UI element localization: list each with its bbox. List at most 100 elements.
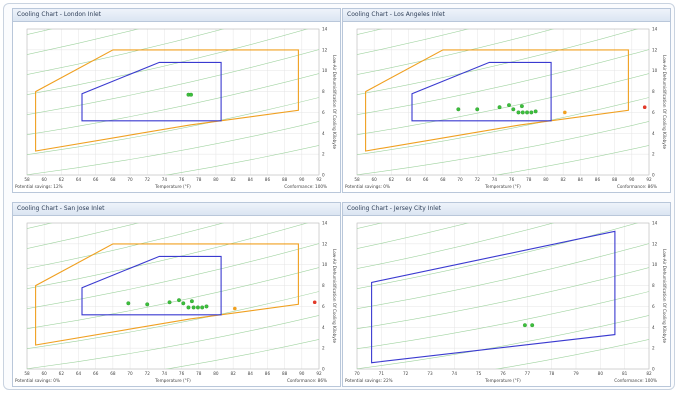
- data-point: [191, 305, 196, 310]
- humidity-curve: [357, 29, 470, 55]
- x-tick-label: 62: [59, 371, 65, 376]
- humidity-curve: [357, 29, 639, 95]
- humidity-curve: [27, 73, 319, 135]
- conformance-label: Conformance: 86%: [287, 378, 327, 383]
- data-point: [497, 105, 502, 110]
- potential-savings-label: Potential savings: 0%: [345, 184, 390, 189]
- x-tick-label: 84: [578, 177, 584, 182]
- x-tick-label: 66: [93, 371, 99, 376]
- data-point: [186, 305, 191, 310]
- x-tick-label: 72: [403, 371, 409, 376]
- y-tick-label: 4: [322, 131, 325, 136]
- data-point: [563, 110, 567, 115]
- conformance-label: Conformance: 86%: [617, 184, 657, 189]
- humidity-curve: [357, 315, 649, 369]
- x-tick-label: 86: [595, 177, 601, 182]
- data-point: [177, 298, 181, 303]
- humidity-curve: [357, 121, 649, 175]
- data-point: [167, 300, 172, 305]
- data-point: [181, 301, 186, 306]
- x-tick-label: 80: [543, 177, 549, 182]
- x-tick-label: 78: [196, 371, 202, 376]
- y-tick-label: 14: [322, 221, 328, 226]
- y-tick-label: 12: [652, 47, 658, 52]
- conformance-label: Conformance: 100%: [614, 378, 657, 383]
- x-tick-label: 76: [179, 177, 185, 182]
- allowable-zone: [365, 49, 629, 152]
- x-tick-label: 78: [526, 177, 532, 182]
- x-tick-label: 82: [230, 177, 236, 182]
- y-tick-label: 2: [652, 152, 655, 157]
- x-tick-label: 66: [93, 177, 99, 182]
- panel-jersey-city: Cooling Chart - Jersey City Inlet 70 71 72…: [342, 202, 671, 387]
- x-tick-label: 58: [354, 177, 360, 182]
- plot-border: [26, 222, 320, 370]
- x-tick-label: 60: [372, 177, 378, 182]
- humidity-curve: [357, 97, 649, 156]
- x-tick-label: 72: [145, 371, 151, 376]
- humidity-curve: [27, 315, 319, 369]
- x-tick-label: 84: [248, 371, 254, 376]
- humidity-curve: [357, 29, 383, 35]
- x-tick-label: 88: [282, 371, 288, 376]
- cooling-chart-los-angeles: 58 60 62 64 66 68 70 72 74 76 78 80 82 84 86 88 90 920246…: [345, 27, 667, 190]
- x-tick-label: 78: [549, 371, 555, 376]
- panel-san-jose: Cooling Chart - San Jose Inlet 58 60 62 64 6…: [12, 202, 341, 387]
- x-axis-label: Temperature (°F): [154, 378, 191, 383]
- humidity-curve: [27, 267, 319, 329]
- plot-border: [26, 28, 320, 176]
- y-tick-label: 10: [652, 262, 658, 267]
- recommended-zone: [411, 61, 552, 122]
- humidity-curve: [27, 97, 319, 156]
- y-tick-label: 6: [652, 304, 655, 309]
- y-tick-label: 0: [652, 367, 655, 372]
- y-tick-label: 8: [322, 89, 325, 94]
- x-tick-label: 80: [598, 371, 604, 376]
- data-point: [520, 110, 525, 115]
- data-point: [522, 323, 527, 328]
- panel-los-angeles: Cooling Chart - Los Angeles Inlet 58 60 62…: [342, 8, 671, 193]
- panel-title: Cooling Chart - London Inlet: [17, 11, 102, 18]
- x-tick-label: 60: [42, 371, 48, 376]
- y-tick-label: 4: [652, 131, 655, 136]
- x-axis-label: Temperature (°F): [484, 378, 521, 383]
- x-tick-label: 76: [179, 371, 185, 376]
- data-point: [516, 110, 521, 115]
- x-tick-label: 78: [196, 177, 202, 182]
- y-tick-label: 10: [322, 262, 328, 267]
- x-tick-label: 86: [265, 177, 271, 182]
- y-axis-label: Low-Air Dehumidification Of Cooling Kilo…: [662, 249, 667, 343]
- x-tick-label: 60: [42, 177, 48, 182]
- plot-border: [356, 28, 650, 176]
- cooling-chart-san-jose: 58 60 62 64 66 68 70 72 74 76 78 80 82 84 86 88 90 920246…: [15, 221, 337, 384]
- humidity-curve: [357, 291, 649, 350]
- humidity-curve: [27, 223, 53, 229]
- data-point: [519, 104, 524, 109]
- y-tick-label: 14: [652, 27, 658, 32]
- y-tick-label: 14: [322, 27, 328, 32]
- data-point: [529, 110, 534, 115]
- panel-title: Cooling Chart - Los Angeles Inlet: [347, 11, 445, 18]
- y-tick-label: 4: [322, 325, 325, 330]
- y-tick-label: 10: [322, 68, 328, 73]
- x-tick-label: 74: [492, 177, 498, 182]
- panel-title: Cooling Chart - Jersey City Inlet: [347, 205, 442, 212]
- data-point: [145, 302, 150, 307]
- humidity-curve: [357, 73, 649, 135]
- data-point: [126, 301, 131, 306]
- x-tick-label: 70: [457, 177, 463, 182]
- y-tick-label: 2: [322, 152, 325, 157]
- humidity-curve: [27, 29, 53, 35]
- data-point: [456, 107, 461, 112]
- panel-header: Cooling Chart - London Inlet: [13, 9, 340, 22]
- humidity-curves: [27, 223, 319, 369]
- humidity-curve: [165, 339, 319, 369]
- data-point: [189, 92, 193, 97]
- humidity-curve: [27, 49, 319, 115]
- x-axis-label: Temperature (°F): [484, 184, 521, 189]
- x-tick-label: 90: [299, 371, 305, 376]
- data-point: [530, 323, 535, 328]
- data-point: [642, 105, 647, 110]
- data-point: [200, 305, 205, 310]
- y-axis-label: Low-Air Dehumidification Of Cooling Kilo…: [662, 55, 667, 149]
